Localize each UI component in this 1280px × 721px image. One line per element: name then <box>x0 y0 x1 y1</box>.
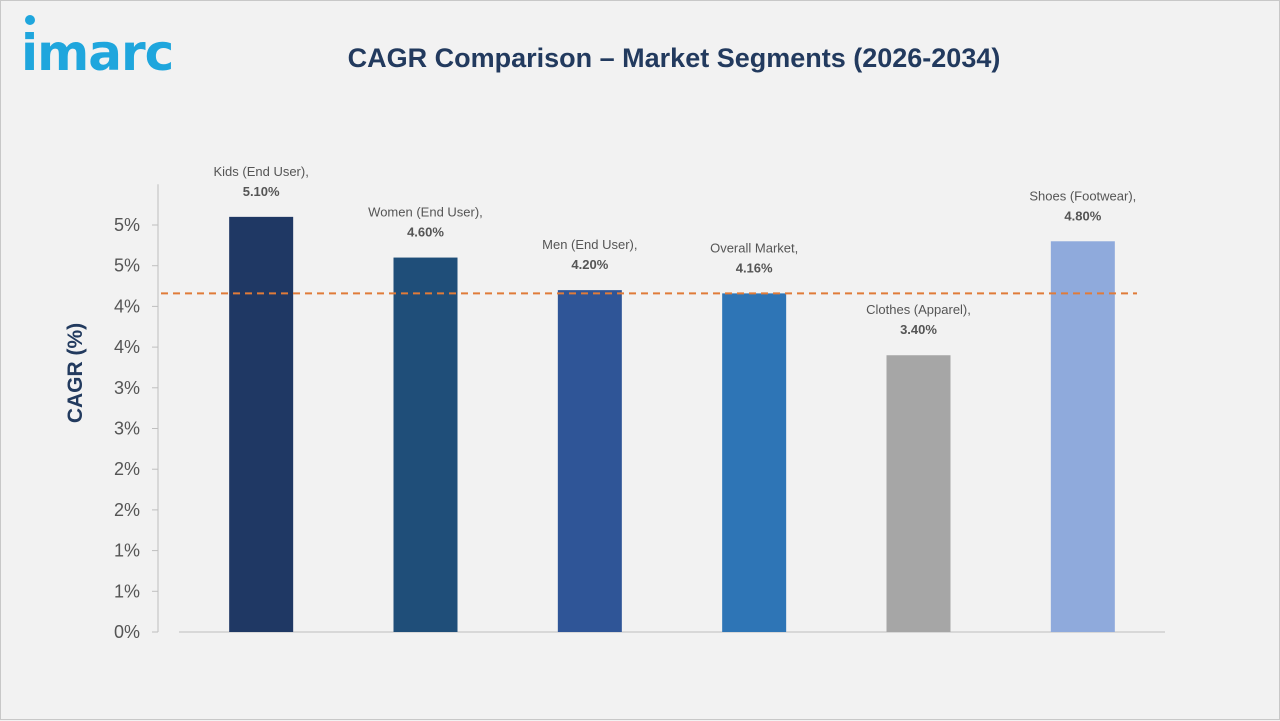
bar <box>886 355 951 632</box>
imarc-logo: imarc <box>21 15 174 83</box>
data-label-value: 4.80% <box>1064 208 1101 223</box>
y-tick-label: 1% <box>114 581 140 601</box>
logo-dot <box>25 15 35 25</box>
data-label-category: Men (End User), <box>542 237 637 252</box>
y-tick-label: 2% <box>114 500 140 520</box>
data-label-category: Shoes (Footwear), <box>1029 188 1136 203</box>
y-tick-label: 4% <box>114 296 140 316</box>
data-label-category: Clothes (Apparel), <box>866 302 971 317</box>
bar <box>393 257 458 632</box>
data-label-value: 4.20% <box>571 257 608 272</box>
y-tick-label: 1% <box>114 541 140 561</box>
y-tick-label: 0% <box>114 622 140 642</box>
bar <box>722 293 787 632</box>
y-tick-label: 3% <box>114 378 140 398</box>
data-label-category: Overall Market, <box>710 240 798 255</box>
data-label-category: Kids (End User), <box>213 164 308 179</box>
y-tick-label: 5% <box>114 256 140 276</box>
bar <box>1050 241 1115 632</box>
y-tick-label: 2% <box>114 459 140 479</box>
data-label-value: 5.10% <box>243 184 280 199</box>
data-label-category: Women (End User), <box>368 205 483 220</box>
bar <box>557 290 622 632</box>
y-tick-label: 5% <box>114 215 140 235</box>
bar <box>229 216 294 633</box>
data-label-value: 3.40% <box>900 322 937 337</box>
y-tick-label: 3% <box>114 419 140 439</box>
chart-title: CAGR Comparison – Market Segments (2026-… <box>347 43 1001 73</box>
data-label-value: 4.60% <box>407 225 444 240</box>
data-label-value: 4.16% <box>736 260 773 275</box>
logo-text: imarc <box>21 24 174 82</box>
y-tick-label: 4% <box>114 337 140 357</box>
